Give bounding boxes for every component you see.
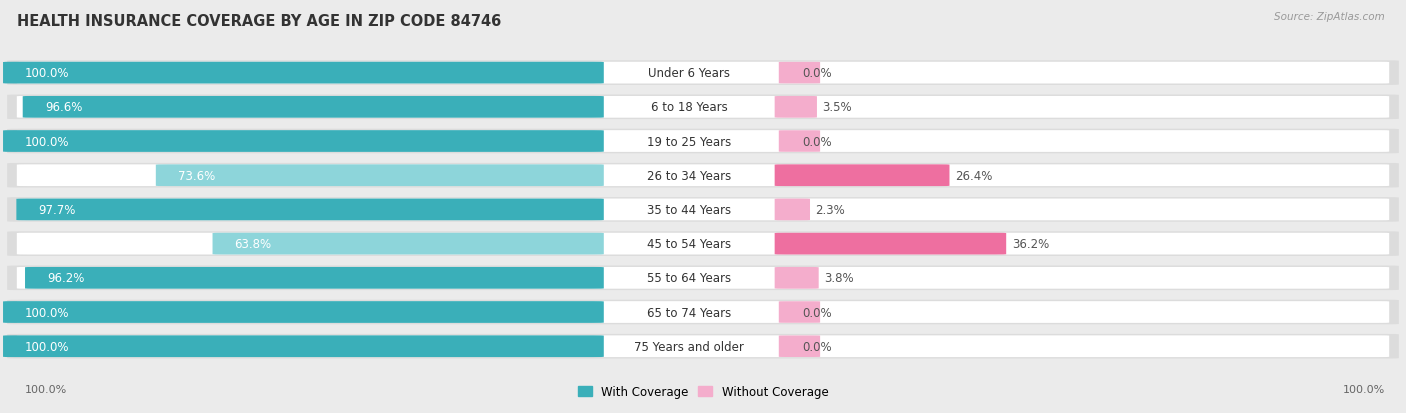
Text: 0.0%: 0.0%: [803, 135, 832, 148]
Text: 75 Years and older: 75 Years and older: [634, 340, 744, 353]
Text: 26.4%: 26.4%: [955, 169, 993, 182]
Text: 35 to 44 Years: 35 to 44 Years: [647, 204, 731, 216]
Text: 55 to 64 Years: 55 to 64 Years: [647, 272, 731, 285]
FancyBboxPatch shape: [775, 199, 810, 221]
FancyBboxPatch shape: [17, 267, 1389, 289]
FancyBboxPatch shape: [17, 199, 603, 221]
Text: 0.0%: 0.0%: [803, 306, 832, 319]
Text: 45 to 54 Years: 45 to 54 Years: [647, 237, 731, 251]
Text: 6 to 18 Years: 6 to 18 Years: [651, 101, 727, 114]
FancyBboxPatch shape: [212, 233, 603, 255]
FancyBboxPatch shape: [7, 129, 1399, 154]
FancyBboxPatch shape: [22, 97, 603, 119]
FancyBboxPatch shape: [779, 336, 820, 357]
Text: 19 to 25 Years: 19 to 25 Years: [647, 135, 731, 148]
Text: 0.0%: 0.0%: [803, 67, 832, 80]
FancyBboxPatch shape: [3, 301, 603, 323]
FancyBboxPatch shape: [7, 198, 1399, 222]
FancyBboxPatch shape: [775, 267, 818, 289]
Legend: With Coverage, Without Coverage: With Coverage, Without Coverage: [572, 381, 834, 403]
Text: 100.0%: 100.0%: [25, 135, 69, 148]
Text: 3.8%: 3.8%: [824, 272, 853, 285]
FancyBboxPatch shape: [3, 131, 603, 152]
Text: 2.3%: 2.3%: [815, 204, 845, 216]
Text: 26 to 34 Years: 26 to 34 Years: [647, 169, 731, 182]
Text: 100.0%: 100.0%: [25, 306, 69, 319]
FancyBboxPatch shape: [775, 165, 949, 187]
FancyBboxPatch shape: [25, 267, 603, 289]
FancyBboxPatch shape: [779, 301, 820, 323]
FancyBboxPatch shape: [3, 63, 603, 84]
Text: 97.7%: 97.7%: [38, 204, 76, 216]
Text: 0.0%: 0.0%: [803, 340, 832, 353]
FancyBboxPatch shape: [7, 61, 1399, 86]
Text: 73.6%: 73.6%: [179, 169, 215, 182]
FancyBboxPatch shape: [17, 335, 1389, 357]
FancyBboxPatch shape: [17, 131, 1389, 152]
Text: 100.0%: 100.0%: [25, 384, 67, 394]
Text: 96.6%: 96.6%: [45, 101, 82, 114]
Text: 3.5%: 3.5%: [823, 101, 852, 114]
FancyBboxPatch shape: [7, 334, 1399, 358]
FancyBboxPatch shape: [17, 233, 1389, 255]
FancyBboxPatch shape: [17, 165, 1389, 187]
FancyBboxPatch shape: [7, 232, 1399, 256]
FancyBboxPatch shape: [156, 165, 603, 187]
Text: Source: ZipAtlas.com: Source: ZipAtlas.com: [1274, 12, 1385, 22]
Text: HEALTH INSURANCE COVERAGE BY AGE IN ZIP CODE 84746: HEALTH INSURANCE COVERAGE BY AGE IN ZIP …: [17, 14, 501, 29]
Text: 96.2%: 96.2%: [46, 272, 84, 285]
FancyBboxPatch shape: [17, 301, 1389, 323]
Text: 36.2%: 36.2%: [1012, 237, 1049, 251]
Text: 100.0%: 100.0%: [25, 67, 69, 80]
Text: 63.8%: 63.8%: [235, 237, 271, 251]
FancyBboxPatch shape: [7, 95, 1399, 120]
Text: 100.0%: 100.0%: [1343, 384, 1385, 394]
FancyBboxPatch shape: [779, 63, 820, 84]
Text: Under 6 Years: Under 6 Years: [648, 67, 730, 80]
FancyBboxPatch shape: [17, 63, 1389, 84]
FancyBboxPatch shape: [17, 97, 1389, 119]
FancyBboxPatch shape: [775, 97, 817, 119]
FancyBboxPatch shape: [775, 233, 1007, 255]
FancyBboxPatch shape: [7, 266, 1399, 290]
Text: 100.0%: 100.0%: [25, 340, 69, 353]
FancyBboxPatch shape: [779, 131, 820, 152]
FancyBboxPatch shape: [17, 199, 1389, 221]
FancyBboxPatch shape: [7, 164, 1399, 188]
FancyBboxPatch shape: [7, 300, 1399, 325]
FancyBboxPatch shape: [3, 335, 603, 357]
Text: 65 to 74 Years: 65 to 74 Years: [647, 306, 731, 319]
